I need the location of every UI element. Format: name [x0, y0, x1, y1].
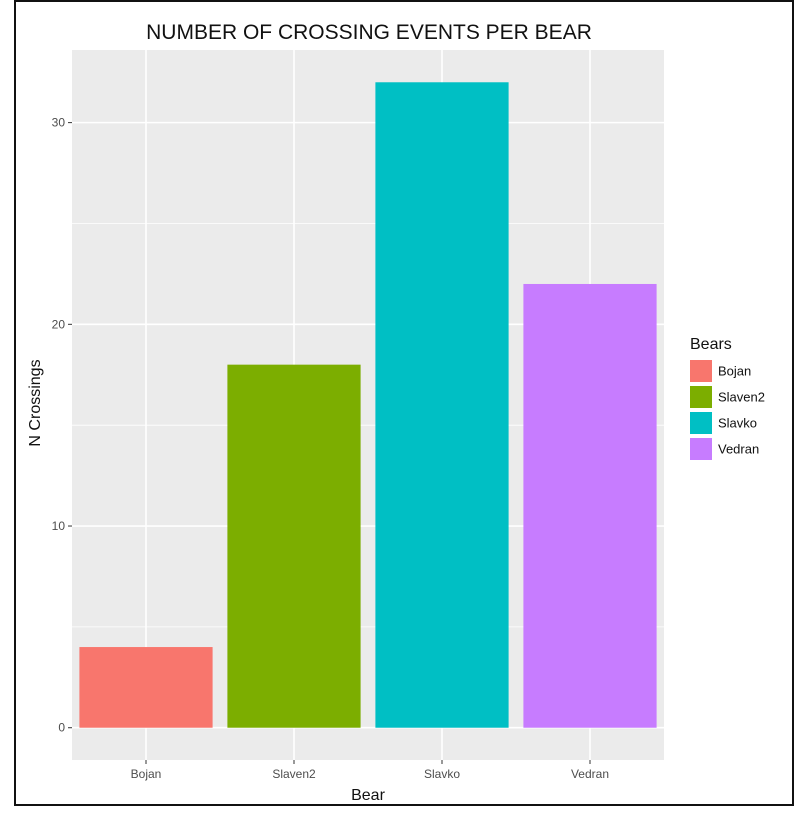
x-tick-label: Bojan	[131, 767, 162, 781]
y-tick-label: 30	[52, 116, 66, 130]
y-axis-title: N Crossings	[27, 359, 44, 446]
x-axis: Bojan Slaven2 Slavko Vedran	[131, 760, 609, 781]
legend: Bears Bojan Slaven2 Slavko Vedran	[690, 336, 765, 460]
legend-title: Bears	[690, 336, 732, 353]
legend-label: Slaven2	[718, 390, 765, 405]
legend-key-slavko	[690, 412, 712, 434]
legend-label: Vedran	[718, 442, 759, 457]
legend-key-bojan	[690, 360, 712, 382]
x-axis-title: Bear	[351, 787, 385, 804]
legend-key-slaven2	[690, 386, 712, 408]
y-tick-label: 20	[52, 317, 66, 331]
y-axis: 0 10 20 30	[52, 116, 72, 735]
x-tick-label: Slavko	[424, 767, 460, 781]
bar-slavko	[375, 82, 509, 728]
y-tick-label: 10	[52, 519, 66, 533]
bar-slaven2	[227, 364, 361, 728]
bar-vedran	[523, 283, 657, 728]
legend-label: Bojan	[718, 364, 751, 379]
y-tick-label: 0	[58, 721, 65, 735]
legend-label: Slavko	[718, 416, 757, 431]
legend-key-vedran	[690, 438, 712, 460]
bar-bojan	[79, 647, 213, 728]
chart-title: NUMBER OF CROSSING EVENTS PER BEAR	[146, 21, 592, 44]
x-tick-label: Vedran	[571, 767, 609, 781]
bars	[79, 82, 657, 728]
x-tick-label: Slaven2	[272, 767, 316, 781]
